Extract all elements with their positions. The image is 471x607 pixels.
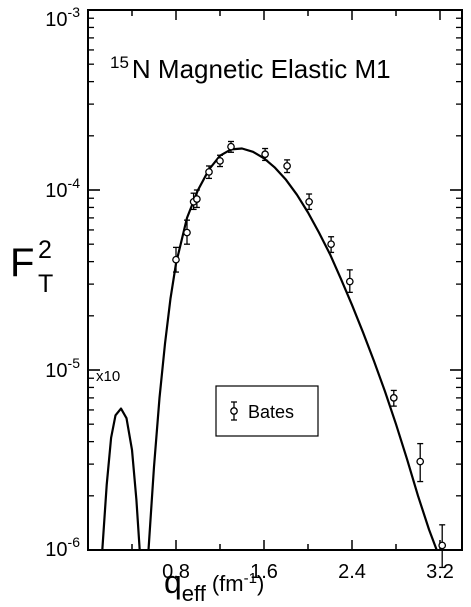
y-tick-label: 10-5: [45, 355, 80, 382]
x-axis-label-main: q: [164, 564, 182, 600]
data-points: [172, 140, 447, 569]
point-marker: [345, 277, 354, 286]
theory-curves: [101, 147, 438, 551]
point-marker: [261, 150, 269, 159]
y-tick-label: 10-6: [45, 534, 80, 561]
data-point: [227, 140, 235, 153]
data-point: [183, 219, 191, 245]
title-superscript: 15: [110, 53, 129, 72]
x-axis-label-sub: eff: [182, 581, 207, 606]
data-point: [216, 154, 224, 168]
data-point: [438, 524, 447, 569]
y-tick-label: 10-3: [45, 4, 80, 31]
data-point: [205, 165, 213, 180]
point-marker: [216, 157, 224, 165]
annotation-x10: x10: [96, 368, 120, 385]
data-point: [193, 189, 201, 209]
chart-title: 15 N Magnetic Elastic M1: [110, 53, 391, 84]
legend-label: Bates: [248, 402, 294, 422]
point-marker: [227, 142, 235, 151]
data-point: [327, 236, 335, 254]
x-axis-label-unit-exp: -1: [244, 570, 257, 587]
data-point: [283, 159, 291, 174]
point-marker: [305, 197, 313, 206]
axis-tick-labels: 0.8 1.6 2.4 3.2 10-6 10-5 10-4 10-3: [45, 4, 454, 583]
point-marker: [193, 195, 201, 203]
theory-curve-line: [101, 407, 141, 551]
x-tick-label: 1.6: [250, 561, 278, 583]
title-text: N Magnetic Elastic M1: [132, 54, 391, 84]
x-axis-label: qeff (fm-1): [164, 564, 264, 606]
legend-box: [215, 385, 319, 437]
point-marker: [172, 255, 180, 264]
legend-marker: [230, 401, 238, 421]
point-marker: [327, 240, 335, 249]
y-axis-label-sup: 2: [38, 236, 52, 264]
axis-ticks: [88, 9, 462, 551]
data-point: [345, 269, 354, 294]
data-point: [172, 246, 180, 273]
point-marker: [205, 168, 213, 176]
plot-frame: [87, 9, 463, 551]
data-point: [305, 193, 313, 211]
point-marker: [416, 457, 425, 466]
y-tick-label: 10-4: [45, 175, 80, 202]
data-point: [389, 389, 398, 407]
x-tick-label: 2.4: [338, 561, 366, 583]
y-axis-label-sub: T: [38, 270, 53, 298]
point-marker: [389, 394, 398, 402]
x-axis-label-unit-close: ): [257, 571, 264, 596]
x-tick-label: 3.2: [426, 561, 454, 583]
x-tick-label: 0.8: [162, 561, 190, 583]
data-point: [416, 442, 425, 483]
y-axis-label: F: [10, 241, 34, 285]
point-marker: [438, 541, 447, 550]
point-marker: [283, 162, 291, 170]
point-marker: [183, 228, 191, 237]
theory-curve-line: [147, 147, 438, 551]
data-point: [261, 147, 269, 162]
y-axis-label-main: F: [10, 241, 34, 285]
x-axis-label-unit: (fm: [212, 571, 244, 596]
